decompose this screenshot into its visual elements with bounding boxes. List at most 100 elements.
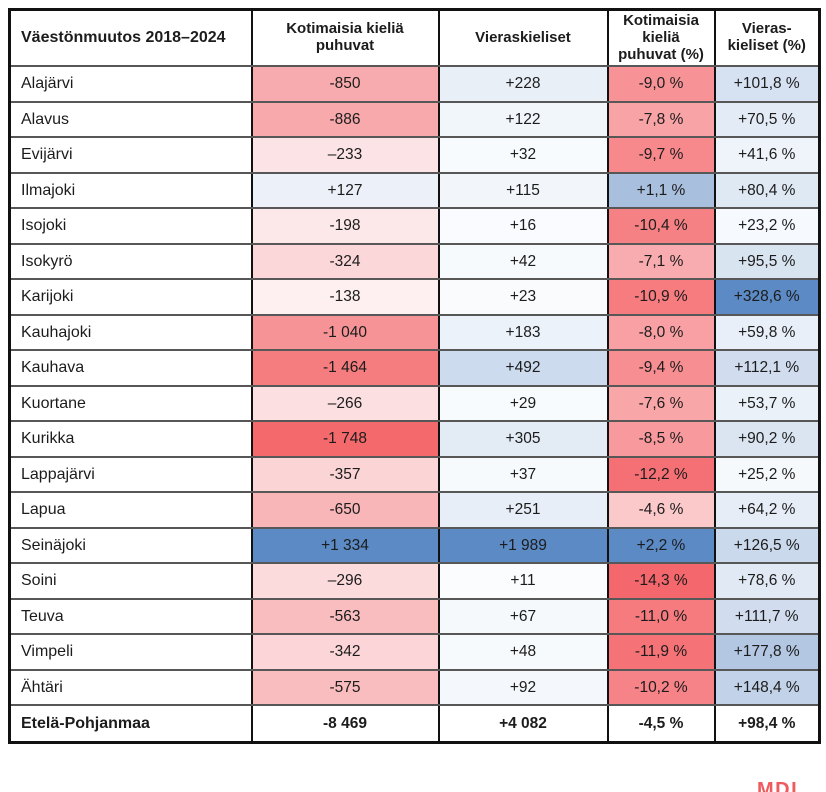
column-header-foreign-speakers: Vieraskieliset [437, 8, 609, 68]
table-row: Alajärvi -850 +228 -9,0 % +101,8 % [8, 65, 821, 103]
municipality-name: Alajärvi [8, 65, 253, 103]
domestic-percent-cell: +1,1 % [606, 171, 716, 210]
foreign-speakers-cell: +16 [437, 207, 609, 245]
foreign-speakers-cell: +305 [437, 420, 609, 458]
foreign-percent-cell: +41,6 % [713, 136, 821, 174]
domestic-speakers-cell: –233 [250, 136, 440, 174]
domestic-speakers-cell: -1 748 [250, 420, 440, 458]
foreign-speakers-cell: +23 [437, 278, 609, 316]
domestic-percent-cell: -7,1 % [606, 242, 716, 281]
foreign-speakers-cell: +67 [437, 597, 609, 636]
domestic-percent-cell: -10,4 % [606, 207, 716, 245]
domestic-percent-cell: -9,7 % [606, 136, 716, 174]
domestic-percent-cell: -8,5 % [606, 420, 716, 458]
municipality-name: Alavus [8, 100, 253, 139]
foreign-percent-cell: +59,8 % [713, 313, 821, 352]
foreign-percent-cell: +78,6 % [713, 562, 821, 600]
foreign-percent-cell: +328,6 % [713, 278, 821, 316]
population-change-table: Väestönmuutos 2018–2024 Kotimaisia kieli… [8, 8, 821, 744]
foreign-percent-cell: +80,4 % [713, 171, 821, 210]
table-row: Isokyrö -324 +42 -7,1 % +95,5 % [8, 242, 821, 281]
domestic-percent-cell: -9,4 % [606, 349, 716, 387]
domestic-speakers-cell: -650 [250, 491, 440, 529]
domestic-speakers-cell: –296 [250, 562, 440, 600]
foreign-speakers-cell: +37 [437, 455, 609, 494]
domestic-speakers-cell: -357 [250, 455, 440, 494]
domestic-percent-cell: -9,0 % [606, 65, 716, 103]
foreign-speakers-cell: +228 [437, 65, 609, 103]
header-row: Väestönmuutos 2018–2024 Kotimaisia kieli… [8, 8, 821, 68]
foreign-percent-cell: +177,8 % [713, 633, 821, 671]
table-row: Kurikka -1 748 +305 -8,5 % +90,2 % [8, 420, 821, 458]
total-row: Etelä-Pohjanmaa -8 469 +4 082 -4,5 % +98… [8, 704, 821, 744]
municipality-name: Lapua [8, 491, 253, 529]
foreign-speakers-cell: +92 [437, 668, 609, 707]
foreign-speakers-cell: +48 [437, 633, 609, 671]
total-foreign-speakers: +4 082 [437, 704, 609, 744]
column-header-foreign-percent: Vieras-kieliset (%) [713, 8, 821, 68]
table-title: Väestönmuutos 2018–2024 [8, 8, 253, 68]
municipality-name: Ilmajoki [8, 171, 253, 210]
domestic-percent-cell: -10,9 % [606, 278, 716, 316]
domestic-speakers-cell: -198 [250, 207, 440, 245]
municipality-name: Kuortane [8, 384, 253, 423]
domestic-speakers-cell: -850 [250, 65, 440, 103]
domestic-percent-cell: -4,6 % [606, 491, 716, 529]
table-row: Vimpeli -342 +48 -11,9 % +177,8 % [8, 633, 821, 671]
foreign-percent-cell: +23,2 % [713, 207, 821, 245]
total-foreign-percent: +98,4 % [713, 704, 821, 744]
domestic-percent-cell: -12,2 % [606, 455, 716, 494]
domestic-speakers-cell: -563 [250, 597, 440, 636]
foreign-speakers-cell: +11 [437, 562, 609, 600]
total-domestic-speakers: -8 469 [250, 704, 440, 744]
domestic-speakers-cell: -324 [250, 242, 440, 281]
domestic-speakers-cell: -342 [250, 633, 440, 671]
municipality-name: Kauhajoki [8, 313, 253, 352]
foreign-speakers-cell: +32 [437, 136, 609, 174]
foreign-percent-cell: +126,5 % [713, 526, 821, 565]
municipality-name: Vimpeli [8, 633, 253, 671]
table-row: Lapua -650 +251 -4,6 % +64,2 % [8, 491, 821, 529]
domestic-speakers-cell: -575 [250, 668, 440, 707]
foreign-speakers-cell: +29 [437, 384, 609, 423]
total-region-name: Etelä-Pohjanmaa [8, 704, 253, 744]
foreign-percent-cell: +90,2 % [713, 420, 821, 458]
foreign-percent-cell: +64,2 % [713, 491, 821, 529]
domestic-percent-cell: -7,6 % [606, 384, 716, 423]
table-row: Kuortane –266 +29 -7,6 % +53,7 % [8, 384, 821, 423]
foreign-speakers-cell: +492 [437, 349, 609, 387]
municipality-name: Soini [8, 562, 253, 600]
municipality-name: Isojoki [8, 207, 253, 245]
table-body: Alajärvi -850 +228 -9,0 % +101,8 % Alavus -886… [8, 65, 821, 707]
column-header-domestic-percent: Kotimaisia kieliä puhuvat (%) [606, 8, 716, 68]
foreign-percent-cell: +25,2 % [713, 455, 821, 494]
foreign-speakers-cell: +42 [437, 242, 609, 281]
foreign-percent-cell: +112,1 % [713, 349, 821, 387]
total-domestic-percent: -4,5 % [606, 704, 716, 744]
domestic-speakers-cell: -886 [250, 100, 440, 139]
table-row: Kauhava -1 464 +492 -9,4 % +112,1 % [8, 349, 821, 387]
municipality-name: Kauhava [8, 349, 253, 387]
mdi-logo: MDI [757, 779, 799, 792]
municipality-name: Teuva [8, 597, 253, 636]
table-row: Isojoki -198 +16 -10,4 % +23,2 % [8, 207, 821, 245]
domestic-speakers-cell: -138 [250, 278, 440, 316]
table-row: Evijärvi –233 +32 -9,7 % +41,6 % [8, 136, 821, 174]
table-row: Teuva -563 +67 -11,0 % +111,7 % [8, 597, 821, 636]
municipality-name: Karijoki [8, 278, 253, 316]
foreign-percent-cell: +111,7 % [713, 597, 821, 636]
table-row: Ilmajoki +127 +115 +1,1 % +80,4 % [8, 171, 821, 210]
domestic-percent-cell: -8,0 % [606, 313, 716, 352]
foreign-percent-cell: +101,8 % [713, 65, 821, 103]
domestic-percent-cell: -14,3 % [606, 562, 716, 600]
domestic-percent-cell: -11,9 % [606, 633, 716, 671]
municipality-name: Evijärvi [8, 136, 253, 174]
table-row: Kauhajoki -1 040 +183 -8,0 % +59,8 % [8, 313, 821, 352]
table-row: Seinäjoki +1 334 +1 989 +2,2 % +126,5 % [8, 526, 821, 565]
foreign-percent-cell: +148,4 % [713, 668, 821, 707]
foreign-percent-cell: +70,5 % [713, 100, 821, 139]
domestic-speakers-cell: +1 334 [250, 526, 440, 565]
municipality-name: Ähtäri [8, 668, 253, 707]
domestic-speakers-cell: -1 464 [250, 349, 440, 387]
municipality-name: Lappajärvi [8, 455, 253, 494]
